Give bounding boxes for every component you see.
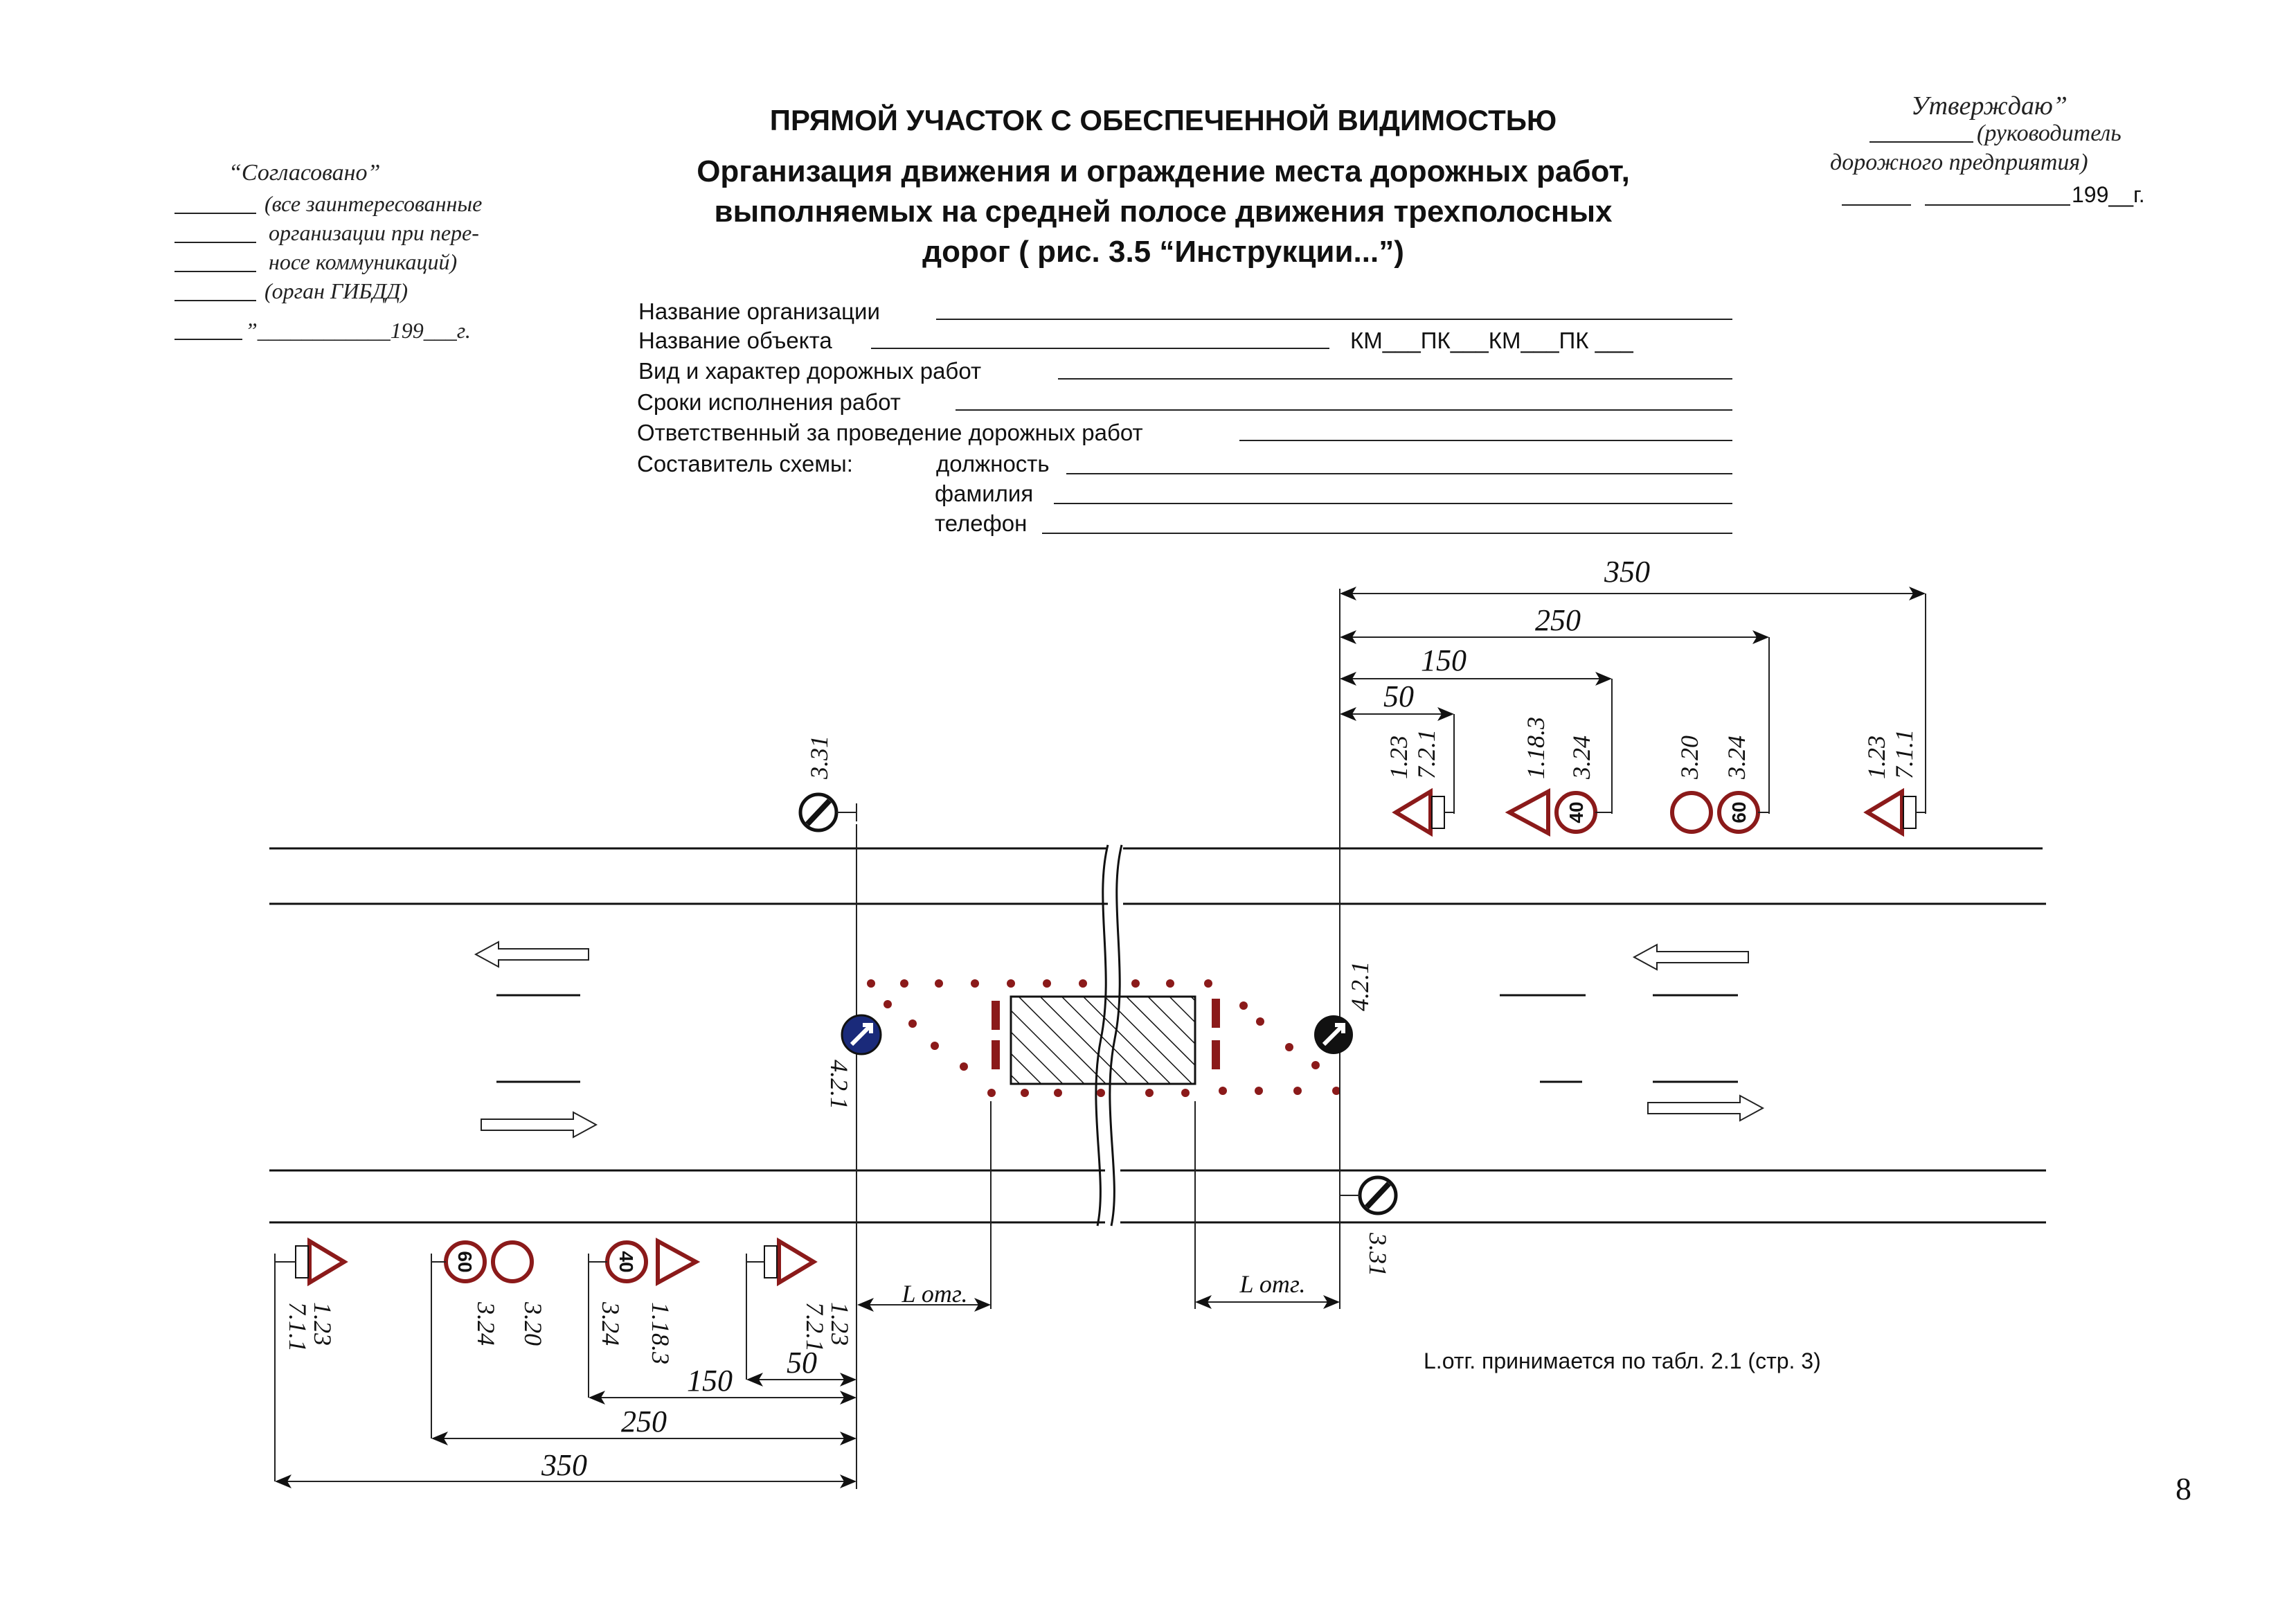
svg-text:Утверждаю”: Утверждаю” bbox=[1911, 91, 2068, 121]
svg-text:4.2.1: 4.2.1 bbox=[825, 1060, 853, 1110]
top-dimensions: 50 150 250 350 bbox=[1340, 555, 1926, 721]
approval-right: Утверждаю” (руководитель дорожного предп… bbox=[1830, 91, 2145, 207]
sign-group-4: 1.23 7.1.1 bbox=[1863, 729, 1926, 837]
svg-text:организации при пере-: организации при пере- bbox=[269, 220, 479, 245]
svg-text:Ответственный за проведение до: Ответственный за проведение дорожных раб… bbox=[637, 420, 1143, 445]
svg-text:3.20: 3.20 bbox=[1676, 736, 1703, 780]
direction-arrow-left bbox=[474, 941, 589, 968]
svg-text:7.1.1: 7.1.1 bbox=[1890, 729, 1918, 779]
svg-text:КМ___ПК___КМ___ПК ___: КМ___ПК___КМ___ПК ___ bbox=[1350, 328, 1633, 353]
svg-text:телефон: телефон bbox=[935, 510, 1027, 536]
svg-text:250: 250 bbox=[621, 1405, 667, 1438]
svg-text:3.24: 3.24 bbox=[1568, 736, 1595, 780]
sign-group-b1: 1.23 7.1.1 bbox=[275, 1237, 348, 1352]
page-number: 8 bbox=[2176, 1471, 2191, 1506]
svg-text:3.24: 3.24 bbox=[1723, 736, 1750, 780]
sign-group-b4: 7.2.1 1.23 bbox=[746, 1237, 854, 1352]
svg-text:Составитель схемы:: Составитель схемы: bbox=[637, 451, 853, 476]
sign-3-31-bottom: 3.31 bbox=[1340, 1175, 1398, 1276]
cone-taper bbox=[867, 979, 1340, 1097]
svg-text:40: 40 bbox=[616, 1251, 637, 1272]
svg-text:Название объекта: Название объекта bbox=[638, 328, 832, 353]
svg-text:3.24: 3.24 bbox=[597, 1301, 625, 1346]
svg-text:250: 250 bbox=[1535, 603, 1581, 637]
work-zone bbox=[867, 979, 1340, 1097]
svg-text:60: 60 bbox=[1728, 801, 1750, 823]
svg-text:“Согласовано”: “Согласовано” bbox=[228, 160, 380, 186]
svg-text:1.18.3: 1.18.3 bbox=[647, 1302, 674, 1364]
svg-text:350: 350 bbox=[1604, 555, 1650, 589]
svg-text:40: 40 bbox=[1566, 801, 1587, 823]
direction-arrow-left bbox=[1632, 943, 1749, 971]
svg-text:4.2.1: 4.2.1 bbox=[1346, 961, 1374, 1011]
sign-4-2-1-right: 4.2.1 bbox=[1314, 961, 1374, 1054]
top-signs: 1.23 7.2.1 40 1.18.3 3.24 60 3.20 3.24 1… bbox=[798, 717, 1926, 837]
sign-group-2: 40 1.18.3 3.24 bbox=[1505, 717, 1612, 837]
svg-text:дорожного предприятия): дорожного предприятия) bbox=[1830, 150, 2088, 175]
sign-group-1: 1.23 7.2.1 bbox=[1385, 729, 1454, 837]
svg-text:(орган ГИБДД): (орган ГИБДД) bbox=[264, 278, 408, 303]
subtitle-line-1: Организация движения и ограждение места … bbox=[697, 154, 1630, 188]
direction-arrow-right bbox=[481, 1111, 598, 1139]
svg-text:3.31: 3.31 bbox=[1364, 1232, 1392, 1276]
approval-left: “Согласовано” (все заинтересованные орга… bbox=[174, 160, 482, 343]
svg-text:3.31: 3.31 bbox=[805, 736, 833, 780]
svg-text:199__г.: 199__г. bbox=[2072, 182, 2145, 207]
svg-text:Вид и характер дорожных работ: Вид и характер дорожных работ bbox=[638, 358, 981, 384]
svg-text:150: 150 bbox=[687, 1364, 733, 1398]
svg-text:50: 50 bbox=[1383, 679, 1414, 713]
svg-text:(все заинтересованные: (все заинтересованные bbox=[264, 191, 482, 216]
page-title: ПРЯМОЙ УЧАСТОК С ОБЕСПЕЧЕННОЙ ВИДИМОСТЬЮ bbox=[770, 103, 1557, 136]
sign-3-31-top: 3.31 bbox=[798, 736, 857, 832]
svg-text:150: 150 bbox=[1421, 643, 1467, 677]
svg-text:1.23: 1.23 bbox=[1385, 736, 1412, 779]
sign-group-b3: 40 3.24 1.18.3 bbox=[589, 1237, 701, 1364]
svg-text:350: 350 bbox=[541, 1448, 587, 1482]
sign-4-2-1-left: 4.2.1 bbox=[825, 1014, 882, 1110]
svg-text:”____________199___г.: ”____________199___г. bbox=[245, 318, 471, 343]
svg-text:L отг.: L отг. bbox=[902, 1280, 968, 1308]
svg-text:3.20: 3.20 bbox=[519, 1301, 547, 1346]
svg-text:носе коммуникаций): носе коммуникаций) bbox=[269, 249, 457, 274]
sign-group-b2: 60 3.24 3.20 bbox=[431, 1240, 547, 1346]
svg-text:7.1.1: 7.1.1 bbox=[284, 1302, 312, 1352]
direction-arrow-right bbox=[1647, 1094, 1765, 1122]
svg-text:60: 60 bbox=[454, 1251, 476, 1272]
bottom-signs: 1.23 7.1.1 60 3.24 3.20 40 3.24 1.18.3 7… bbox=[275, 1237, 854, 1364]
svg-text:должность: должность bbox=[936, 451, 1050, 476]
svg-text:L отг.: L отг. bbox=[1239, 1270, 1306, 1298]
svg-text:50: 50 bbox=[787, 1346, 817, 1380]
svg-text:Название организации: Название организации bbox=[638, 298, 880, 324]
subtitle-line-3: дорог ( рис. 3.5 “Инструкции...”) bbox=[922, 235, 1404, 269]
l-otg-note: L.отг. принимается по табл. 2.1 (стр. 3) bbox=[1424, 1348, 1821, 1373]
svg-text:Сроки исполнения работ: Сроки исполнения работ bbox=[637, 389, 901, 415]
svg-text:1.23: 1.23 bbox=[309, 1302, 337, 1346]
svg-text:7.2.1: 7.2.1 bbox=[1412, 729, 1440, 779]
form-fields: Название организации Название объекта КМ… bbox=[637, 298, 1732, 536]
svg-text:(руководитель: (руководитель bbox=[1977, 121, 2122, 146]
svg-text:1.18.3: 1.18.3 bbox=[1522, 717, 1550, 779]
svg-text:1.23: 1.23 bbox=[1863, 736, 1890, 779]
subtitle-line-2: выполняемых на средней полосе движения т… bbox=[715, 195, 1613, 229]
sign-group-3: 60 3.20 3.24 bbox=[1670, 736, 1769, 834]
bottom-dimensions: 50 150 250 350 L отг. L отг. bbox=[275, 1270, 1340, 1488]
svg-text:7.2.1: 7.2.1 bbox=[801, 1302, 829, 1352]
svg-text:1.23: 1.23 bbox=[826, 1302, 854, 1346]
svg-text:3.24: 3.24 bbox=[472, 1301, 500, 1346]
svg-text:фамилия: фамилия bbox=[935, 481, 1033, 506]
